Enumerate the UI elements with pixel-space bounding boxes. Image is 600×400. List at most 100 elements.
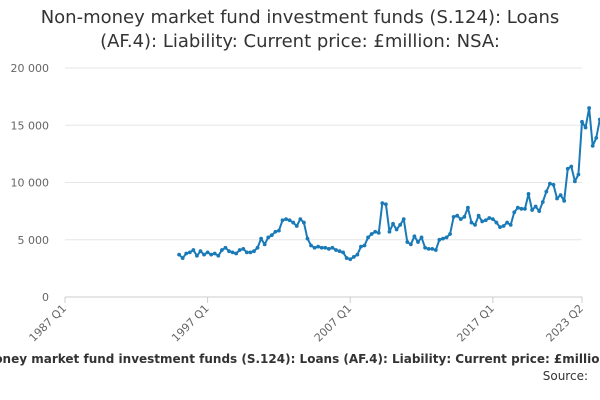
data-point[interactable] [216, 253, 221, 258]
data-point[interactable] [341, 250, 346, 255]
data-point[interactable] [437, 237, 442, 242]
data-point[interactable] [209, 252, 214, 257]
data-point[interactable] [284, 217, 288, 222]
data-point[interactable] [180, 256, 185, 260]
data-point[interactable] [187, 250, 192, 255]
data-point[interactable] [369, 232, 374, 236]
data-point[interactable] [555, 196, 559, 201]
data-point[interactable] [351, 255, 356, 259]
data-point[interactable] [291, 220, 296, 225]
data-point[interactable] [537, 209, 542, 214]
data-point[interactable] [451, 214, 456, 219]
data-point[interactable] [515, 205, 520, 210]
data-point[interactable] [444, 235, 449, 240]
data-point[interactable] [565, 166, 570, 171]
data-point[interactable] [466, 205, 470, 210]
data-point[interactable] [590, 143, 595, 148]
data-point[interactable] [348, 257, 353, 262]
data-point[interactable] [252, 249, 256, 254]
data-point[interactable] [255, 245, 260, 250]
data-point[interactable] [519, 206, 524, 211]
data-point[interactable] [408, 242, 413, 247]
data-point[interactable] [198, 249, 203, 254]
data-point[interactable] [316, 244, 321, 249]
data-point[interactable] [512, 210, 517, 215]
data-point[interactable] [330, 245, 335, 250]
data-point[interactable] [505, 220, 510, 225]
data-point[interactable] [533, 204, 538, 209]
data-point[interactable] [583, 125, 588, 130]
data-point[interactable] [312, 245, 317, 250]
data-point[interactable] [323, 245, 328, 250]
data-point[interactable] [259, 236, 264, 241]
data-point[interactable] [462, 214, 467, 219]
data-point[interactable] [237, 248, 242, 252]
data-point[interactable] [401, 217, 406, 222]
data-point[interactable] [548, 181, 552, 186]
data-point[interactable] [426, 247, 431, 251]
data-point[interactable] [562, 198, 567, 203]
data-point[interactable] [412, 234, 417, 239]
data-point[interactable] [469, 220, 474, 225]
data-point[interactable] [551, 182, 556, 187]
data-point[interactable] [277, 228, 281, 233]
data-point[interactable] [337, 249, 342, 254]
data-point[interactable] [287, 218, 292, 223]
data-point[interactable] [433, 248, 438, 252]
data-point[interactable] [576, 172, 581, 177]
data-point[interactable] [480, 219, 485, 224]
data-point[interactable] [177, 252, 181, 257]
data-point[interactable] [362, 243, 367, 248]
data-point[interactable] [558, 193, 563, 197]
data-point[interactable] [455, 213, 460, 218]
data-point[interactable] [223, 245, 228, 250]
data-point[interactable] [530, 208, 534, 212]
data-point[interactable] [423, 245, 428, 250]
data-point[interactable] [594, 135, 599, 140]
data-point[interactable] [540, 200, 545, 204]
data-point[interactable] [266, 235, 271, 240]
data-point[interactable] [298, 217, 303, 222]
data-point[interactable] [490, 217, 495, 222]
data-point[interactable] [430, 247, 435, 251]
data-point[interactable] [508, 222, 513, 227]
data-point[interactable] [248, 250, 253, 255]
data-point[interactable] [309, 243, 313, 248]
data-point[interactable] [202, 252, 206, 257]
data-point[interactable] [294, 224, 299, 228]
data-point[interactable] [441, 236, 445, 241]
data-point[interactable] [227, 249, 231, 254]
data-point[interactable] [416, 240, 420, 244]
data-point[interactable] [212, 251, 217, 256]
data-point[interactable] [572, 179, 577, 184]
data-point[interactable] [366, 235, 370, 240]
data-point[interactable] [305, 236, 310, 241]
data-point[interactable] [326, 247, 331, 251]
data-point[interactable] [501, 224, 506, 228]
data-point[interactable] [359, 244, 363, 249]
data-point[interactable] [376, 230, 381, 235]
data-point[interactable] [241, 247, 246, 251]
data-point[interactable] [494, 220, 499, 225]
data-point[interactable] [244, 250, 249, 255]
data-point[interactable] [483, 218, 488, 223]
data-point[interactable] [273, 229, 278, 234]
data-point[interactable] [405, 240, 410, 244]
data-point[interactable] [391, 221, 395, 226]
data-point[interactable] [394, 227, 399, 232]
data-point[interactable] [355, 252, 360, 257]
data-point[interactable] [544, 189, 549, 194]
data-point[interactable] [344, 256, 349, 260]
data-point[interactable] [380, 201, 385, 206]
data-point[interactable] [587, 106, 592, 110]
data-point[interactable] [205, 250, 210, 255]
data-point[interactable] [398, 222, 403, 227]
data-point[interactable] [383, 202, 388, 207]
data-point[interactable] [191, 248, 196, 252]
data-point[interactable] [280, 218, 285, 223]
data-point[interactable] [230, 250, 235, 255]
data-point[interactable] [523, 206, 527, 211]
data-point[interactable] [580, 119, 584, 124]
data-point[interactable] [184, 251, 189, 256]
data-point[interactable] [569, 164, 574, 169]
